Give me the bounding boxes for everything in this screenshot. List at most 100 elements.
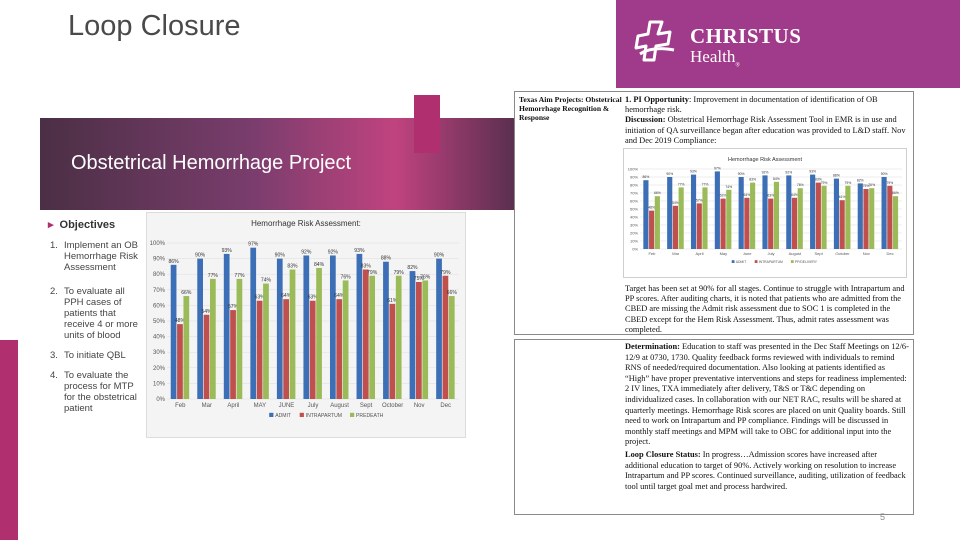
- data-label: 84%: [773, 177, 780, 181]
- bar: [250, 247, 257, 399]
- y-tick-label: 10%: [153, 381, 166, 387]
- x-tick-label: July: [308, 403, 319, 409]
- bar: [303, 255, 310, 399]
- data-label: 79%: [844, 181, 851, 185]
- x-tick-label: Dec: [887, 251, 894, 256]
- data-label: 63%: [254, 295, 265, 301]
- data-label: 92%: [328, 249, 339, 255]
- data-label: 83%: [815, 178, 822, 182]
- legend-swatch: [731, 260, 735, 263]
- bar: [342, 280, 349, 399]
- data-label: 97%: [714, 166, 721, 170]
- data-label: 82%: [857, 178, 864, 182]
- bar: [726, 189, 732, 249]
- data-label: 77%: [208, 273, 219, 279]
- data-label: 88%: [381, 256, 392, 262]
- objective-item: 3. To initiate QBL: [50, 350, 126, 361]
- legend-label: PP/DELIVERY: [795, 260, 818, 264]
- bar: [409, 271, 416, 399]
- bar: [821, 185, 827, 249]
- data-label: 66%: [181, 290, 192, 296]
- x-tick-label: October: [382, 403, 403, 409]
- y-tick-label: 40%: [153, 335, 166, 341]
- bar: [183, 296, 190, 399]
- x-tick-label: Feb: [648, 251, 656, 256]
- legend-label: PREDEATH: [356, 413, 384, 419]
- bar: [442, 275, 449, 399]
- y-tick-label: 60%: [153, 303, 166, 309]
- mid-accent-bar: [414, 95, 440, 153]
- data-label: 63%: [308, 295, 319, 301]
- bar: [389, 303, 396, 399]
- y-tick-label: 60%: [630, 198, 638, 203]
- bar: [869, 188, 875, 249]
- data-label: 76%: [340, 274, 351, 280]
- data-label: 64%: [743, 193, 750, 197]
- data-label: 93%: [809, 170, 816, 174]
- bar: [223, 253, 230, 399]
- y-tick-label: 0%: [632, 246, 638, 251]
- data-label: 92%: [301, 249, 312, 255]
- data-label: 57%: [228, 304, 239, 310]
- data-label: 54%: [201, 309, 212, 315]
- legend-label: ADMIT: [736, 260, 747, 264]
- bar: [696, 203, 702, 249]
- embedded-project-slide: Obstetrical Hemorrhage Project Objective…: [40, 118, 514, 456]
- bar: [643, 180, 649, 249]
- x-tick-label: Mar: [672, 251, 680, 256]
- bar: [672, 205, 679, 249]
- objective-item: 1. Implement an OB Hemorrhage Risk Assess…: [50, 240, 138, 273]
- bar: [383, 261, 389, 399]
- data-label: 93%: [354, 248, 365, 254]
- bar: [316, 267, 322, 399]
- data-label: 90%: [666, 172, 673, 176]
- data-label: 66%: [654, 191, 661, 195]
- bar: [720, 198, 726, 249]
- bar: [768, 198, 774, 249]
- x-tick-label: Nov: [863, 251, 870, 256]
- data-label: 77%: [702, 182, 709, 186]
- data-label: 74%: [261, 278, 272, 284]
- bar: [263, 283, 269, 399]
- logo-subwordmark: Health®: [690, 47, 740, 69]
- data-label: 54%: [672, 201, 679, 205]
- data-label: 57%: [696, 198, 703, 202]
- bar: [738, 177, 744, 249]
- data-label: 48%: [648, 206, 655, 210]
- data-label: 79%: [821, 181, 828, 185]
- pi-opportunity-table: Texas Aim Projects: Obstetrical Hemorrha…: [514, 91, 914, 335]
- bar: [744, 197, 750, 249]
- data-label: 61%: [387, 298, 398, 304]
- data-label: 79%: [440, 270, 451, 276]
- data-label: 63%: [720, 194, 727, 198]
- bar: [833, 178, 840, 249]
- objectives-heading: Objectives: [48, 218, 116, 231]
- left-chart-svg: 0% 10% 20% 30% 40% 50% 60% 70% 80% 90% 100% 86% 48% 6…: [150, 241, 459, 419]
- bar: [448, 296, 455, 399]
- y-tick-label: 20%: [630, 230, 638, 235]
- y-tick-label: 70%: [630, 190, 638, 195]
- bar: [283, 299, 290, 399]
- x-tick-label: April: [696, 251, 704, 256]
- data-label: 86%: [643, 175, 650, 179]
- bar: [356, 253, 363, 399]
- bar: [203, 314, 210, 399]
- bar: [170, 264, 177, 399]
- data-label: 83%: [749, 178, 756, 182]
- bar: [649, 210, 655, 249]
- data-label: 88%: [833, 174, 840, 178]
- bar: [177, 324, 183, 399]
- compliance-bar-chart: Hemorrhage Risk Assessment 0% 10% 20% 30% 40…: [623, 148, 907, 278]
- bar: [863, 189, 869, 249]
- legend-swatch: [269, 412, 274, 417]
- data-label: 92%: [762, 170, 769, 174]
- bar: [773, 181, 780, 249]
- target-text: Target has been set at 90% for all stage…: [625, 284, 905, 334]
- bar: [839, 200, 845, 249]
- x-tick-label: Feb: [175, 403, 186, 409]
- bar: [654, 196, 660, 249]
- data-label: 83%: [287, 264, 298, 270]
- data-label: 92%: [785, 170, 792, 174]
- data-label: 97%: [248, 242, 259, 248]
- left-bar-chart: Hemorrhage Risk Assessment: 0% 10% 20% 30% 4…: [146, 212, 466, 438]
